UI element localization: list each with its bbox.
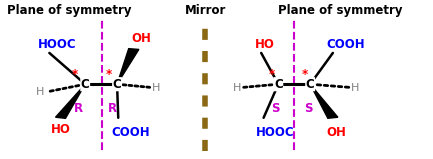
Polygon shape [117, 49, 139, 84]
Text: C: C [81, 78, 90, 91]
Text: *: * [268, 68, 275, 80]
Polygon shape [310, 84, 338, 118]
Text: HO: HO [255, 38, 274, 51]
Text: C: C [306, 78, 314, 91]
Text: Plane of symmetry: Plane of symmetry [278, 4, 402, 17]
Text: H: H [36, 87, 44, 97]
Text: *: * [302, 68, 308, 80]
Polygon shape [55, 84, 85, 118]
Text: COOH: COOH [326, 38, 365, 51]
Text: S: S [304, 102, 313, 115]
Text: Mirror: Mirror [185, 4, 226, 17]
Text: COOH: COOH [111, 126, 150, 139]
Text: OH: OH [131, 32, 151, 45]
Text: Plane of symmetry: Plane of symmetry [7, 4, 132, 17]
Text: *: * [106, 68, 112, 80]
Text: C: C [274, 78, 283, 91]
Text: OH: OH [326, 126, 346, 139]
Text: *: * [71, 68, 78, 80]
Text: HO: HO [52, 123, 71, 136]
Text: C: C [113, 78, 121, 91]
Text: H: H [152, 83, 161, 93]
Text: H: H [351, 83, 359, 93]
Text: R: R [74, 102, 83, 115]
Text: R: R [108, 102, 117, 115]
Text: HOOC: HOOC [37, 38, 76, 51]
Text: H: H [233, 83, 241, 93]
Text: S: S [271, 102, 280, 115]
Text: HOOC: HOOC [255, 126, 294, 139]
